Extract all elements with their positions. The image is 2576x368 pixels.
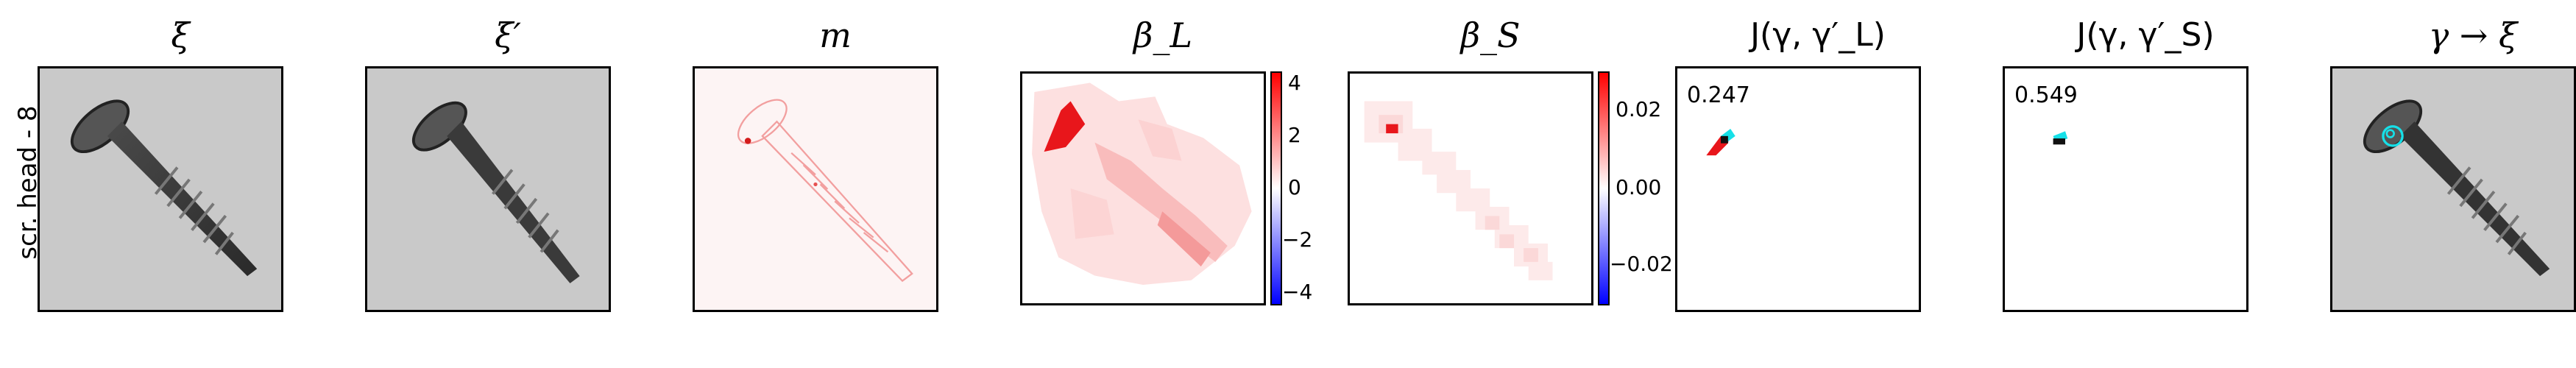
beta-l-tick-4: −4 bbox=[1282, 280, 1313, 304]
jaccard-s-score: 0.549 bbox=[2014, 82, 2078, 108]
image-jaccard-s bbox=[2003, 66, 2248, 312]
jaccard-l-map bbox=[1677, 68, 1919, 310]
beta-s-tick-2: −0.02 bbox=[1610, 252, 1673, 276]
panel-title-jaccard-l: J(γ, γ′_L) bbox=[1750, 16, 1886, 54]
image-beta-l bbox=[1020, 71, 1266, 305]
image-xi bbox=[38, 66, 283, 312]
beta-l-tick-3: −2 bbox=[1282, 227, 1313, 252]
beta-s-tick-0: 0.02 bbox=[1616, 97, 1662, 121]
panel-title-gamma-to-xi: γ → ξ bbox=[2428, 15, 2518, 55]
panel-jaccard-s: J(γ, γ′_S) 0.549 bbox=[1998, 0, 2293, 368]
panel-gamma-to-xi: γ → ξ bbox=[2326, 0, 2576, 368]
beta-l-tick-0: 4 bbox=[1288, 71, 1301, 95]
beta-s-map bbox=[1350, 74, 1591, 303]
panel-jaccard-l: J(γ, γ′_L) 0.247 bbox=[1671, 0, 1965, 368]
image-jaccard-l bbox=[1675, 66, 1921, 312]
jaccard-s-map bbox=[2005, 68, 2246, 310]
image-beta-s bbox=[1348, 71, 1593, 305]
panel-title-xi: ξ bbox=[171, 15, 190, 55]
jaccard-l-score: 0.247 bbox=[1687, 82, 1750, 108]
panel-xi-prime: ξ′ bbox=[361, 0, 655, 368]
beta-l-tick-1: 2 bbox=[1288, 123, 1301, 147]
panel-beta-s: β_S 0.02 0.00 −0 bbox=[1343, 0, 1673, 368]
image-xi-prime bbox=[365, 66, 611, 312]
panel-title-beta-l: β_L bbox=[1133, 15, 1193, 55]
panel-beta-l: β_L 4 2 0 −2 −4 bbox=[1016, 0, 1313, 368]
panel-xi: ξ bbox=[33, 0, 328, 368]
panel-title-m: m bbox=[819, 15, 852, 55]
panel-title-jaccard-s: J(γ, γ′_S) bbox=[2076, 16, 2215, 54]
panel-m: m bbox=[688, 0, 983, 368]
beta-l-tick-2: 0 bbox=[1288, 175, 1301, 199]
beta-l-colorbar bbox=[1270, 71, 1282, 305]
beta-l-map bbox=[1022, 74, 1264, 303]
image-m bbox=[693, 66, 938, 312]
gamma-overlay-image bbox=[2332, 68, 2574, 310]
screw-image-xi bbox=[40, 68, 281, 310]
beta-s-colorbar bbox=[1598, 71, 1610, 305]
screw-image-xi-prime bbox=[367, 68, 609, 310]
panel-title-xi-prime: ξ′ bbox=[495, 15, 521, 55]
mask-image bbox=[695, 68, 936, 310]
image-gamma-to-xi bbox=[2330, 66, 2576, 312]
beta-s-tick-1: 0.00 bbox=[1616, 175, 1662, 199]
panel-title-beta-s: β_S bbox=[1460, 15, 1521, 55]
